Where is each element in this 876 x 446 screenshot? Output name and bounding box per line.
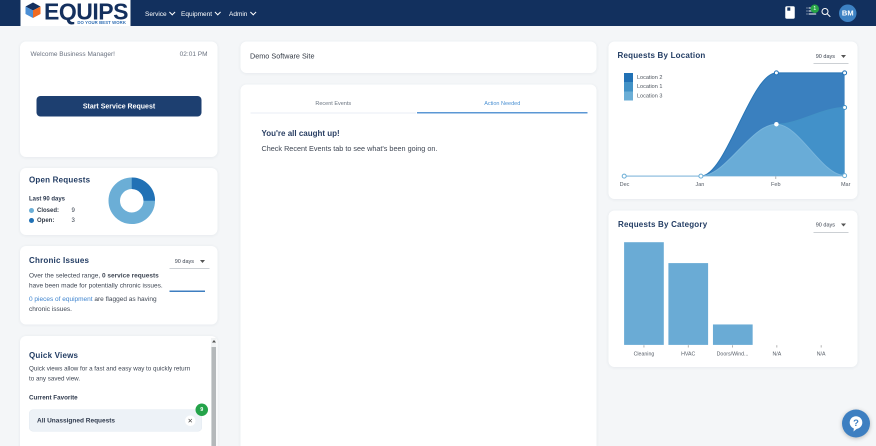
svg-text:N/A: N/A xyxy=(772,352,781,358)
svg-text:Mar: Mar xyxy=(841,182,851,188)
svg-text:Feb: Feb xyxy=(771,182,780,188)
svg-text:HVAC: HVAC xyxy=(681,352,695,358)
svg-text:Doors/Wind...: Doors/Wind... xyxy=(717,352,749,358)
svg-text:Jan: Jan xyxy=(695,182,704,188)
svg-text:N/A: N/A xyxy=(817,352,826,358)
svg-text:?: ? xyxy=(853,418,859,429)
svg-text:Cleaning: Cleaning xyxy=(634,352,655,358)
svg-text:Dec: Dec xyxy=(620,182,630,188)
